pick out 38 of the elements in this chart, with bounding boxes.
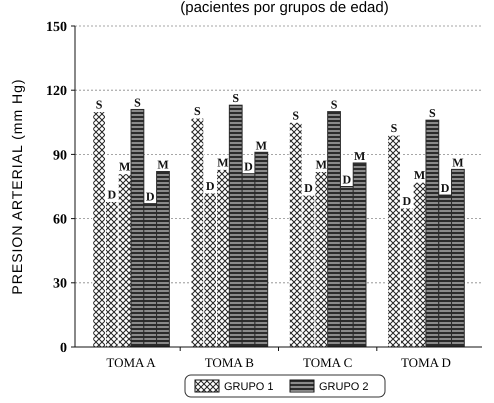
x-tick-label: TOMA A bbox=[106, 355, 156, 370]
data-label: M bbox=[316, 158, 327, 172]
y-tick-label: 60 bbox=[53, 212, 67, 228]
data-label: S bbox=[390, 121, 398, 136]
data-label: M bbox=[157, 158, 169, 172]
x-tick-label: TOMA C bbox=[303, 355, 352, 370]
data-label: S bbox=[330, 98, 338, 112]
data-label: D bbox=[108, 187, 117, 202]
y-tick-label: 30 bbox=[53, 276, 67, 292]
y-tick-label: 150 bbox=[46, 20, 67, 35]
chart-title: (pacientes por grupos de edad) bbox=[180, 0, 389, 16]
data-label: M bbox=[118, 160, 130, 174]
data-label: S bbox=[96, 98, 103, 112]
data-label: S bbox=[429, 106, 436, 120]
y-axis-title: PRESION ARTERIAL (mm Hg) bbox=[9, 78, 25, 295]
data-label: M bbox=[256, 138, 267, 152]
data-label: S bbox=[232, 91, 240, 106]
legend-label: GRUPO 2 bbox=[319, 381, 369, 393]
data-label: M bbox=[452, 155, 464, 170]
data-label: S bbox=[194, 104, 202, 118]
data-label: D bbox=[206, 178, 215, 193]
legend-label: GRUPO 1 bbox=[224, 381, 274, 393]
data-label: M bbox=[414, 168, 426, 182]
data-label: S bbox=[134, 95, 142, 110]
data-label: M bbox=[354, 148, 366, 163]
data-label: M bbox=[217, 155, 229, 170]
y-tick-label: 90 bbox=[53, 148, 67, 164]
data-label: D bbox=[342, 172, 352, 186]
data-label: S bbox=[292, 108, 300, 122]
data-label: D bbox=[244, 160, 254, 174]
x-tick-label: TOMA B bbox=[204, 355, 254, 370]
data-label: D bbox=[304, 181, 314, 196]
x-tick-label: TOMA D bbox=[400, 355, 451, 370]
y-tick-label: 120 bbox=[46, 84, 67, 100]
data-label: D bbox=[402, 194, 412, 208]
y-tick-label: 0 bbox=[60, 340, 67, 356]
data-label: D bbox=[440, 181, 450, 196]
data-label: D bbox=[146, 190, 155, 204]
